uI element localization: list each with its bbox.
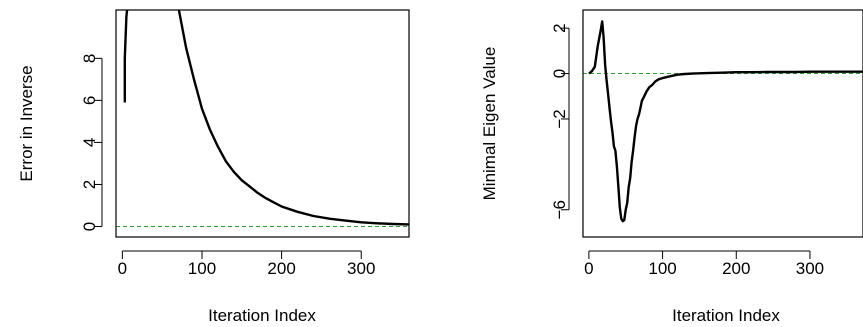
x-tick-label: 200 bbox=[722, 259, 750, 278]
x-tick-label: 0 bbox=[118, 259, 127, 278]
x-tick-label: 200 bbox=[267, 259, 295, 278]
y-axis-title: Error in Inverse bbox=[17, 65, 36, 181]
y-tick-label: −6 bbox=[550, 200, 569, 219]
series-line-segment-1 bbox=[588, 20, 863, 223]
panel-left: 0 100 200 300 0 2 4 6 8 Iteration Index Error in I… bbox=[17, 9, 410, 325]
y-axis-title: Minimal Eigen Value bbox=[480, 47, 499, 201]
x-axis-title: Iteration Index bbox=[672, 306, 780, 325]
x-axis-title: Iteration Index bbox=[208, 306, 316, 325]
x-tick-label: 300 bbox=[796, 259, 824, 278]
y-tick-label: −2 bbox=[550, 109, 569, 128]
y-tick-label: 2 bbox=[550, 23, 569, 32]
x-tick-label: 100 bbox=[188, 259, 216, 278]
series-line-segment-2 bbox=[177, 10, 409, 226]
y-tick-label: 0 bbox=[550, 69, 569, 78]
x-tick-label: 0 bbox=[584, 259, 593, 278]
y-tick-label: 0 bbox=[80, 222, 99, 231]
x-tick-label: 100 bbox=[648, 259, 676, 278]
y-tick-label: 8 bbox=[80, 54, 99, 63]
plot-frame bbox=[582, 9, 863, 238]
series-line-segment-1 bbox=[123, 10, 129, 103]
plot-frame bbox=[115, 9, 410, 238]
y-tick-label: 4 bbox=[80, 138, 99, 147]
y-tick-label: 2 bbox=[80, 180, 99, 189]
x-tick-label: 300 bbox=[347, 259, 375, 278]
panel-right: 0 100 200 300 −6 −2 0 2 Iteration Index Minimal E… bbox=[480, 9, 863, 325]
y-tick-label: 6 bbox=[80, 96, 99, 105]
